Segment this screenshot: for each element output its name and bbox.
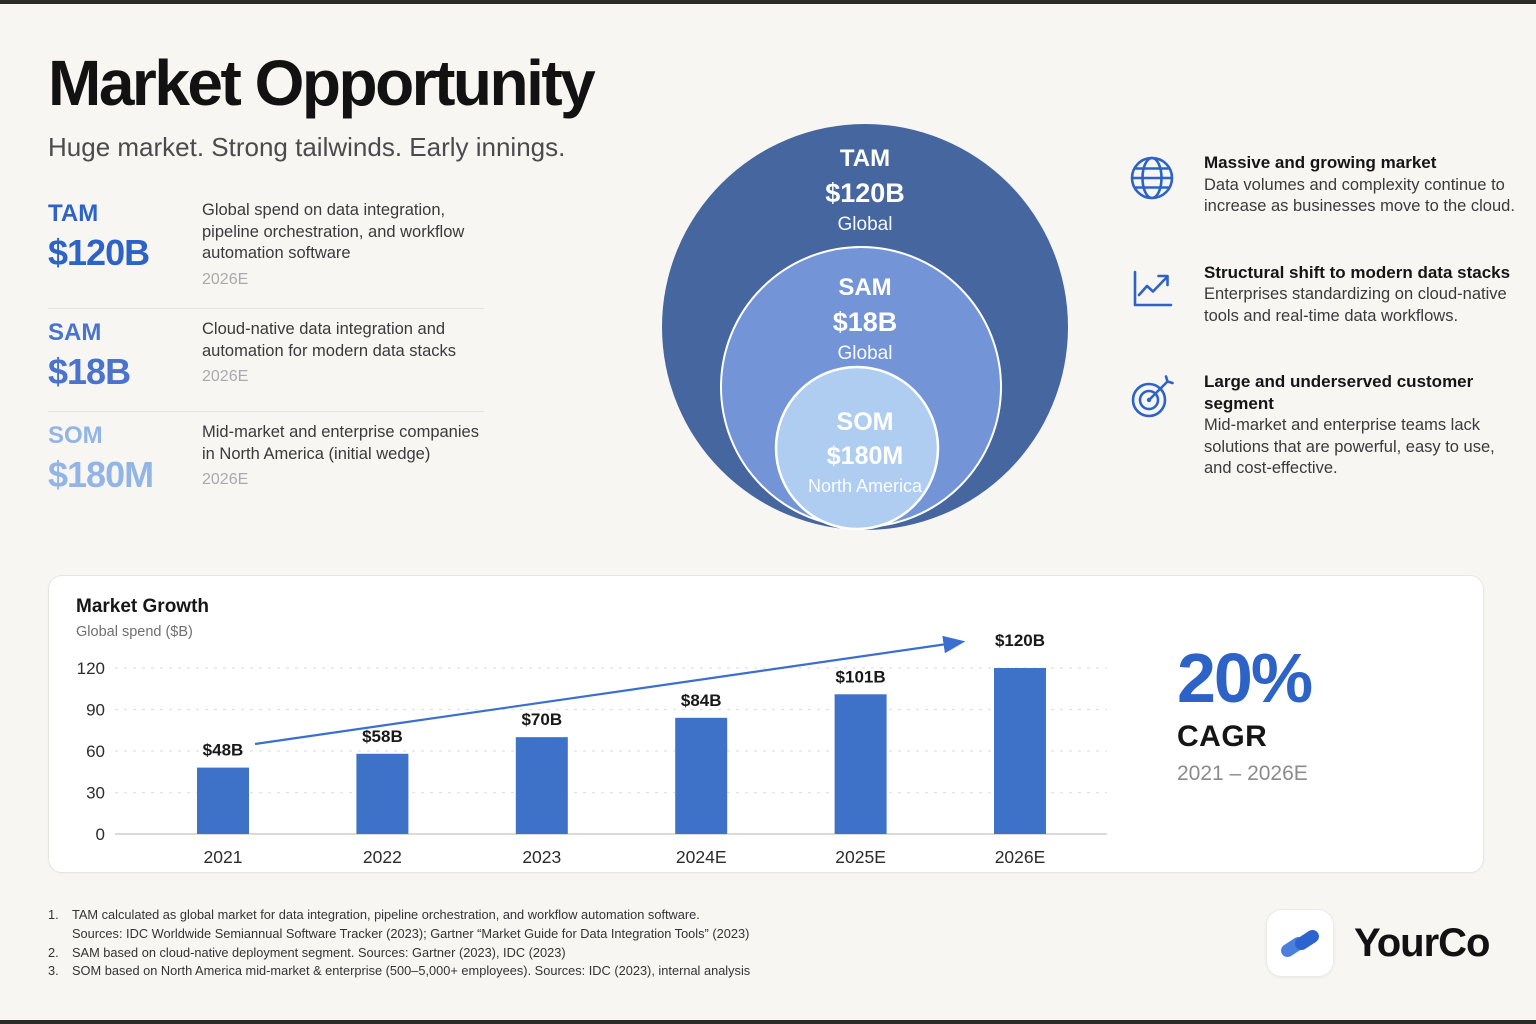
page-title: Market Opportunity: [48, 47, 596, 119]
svg-text:120: 120: [77, 659, 105, 678]
som-value: $180M: [48, 454, 154, 495]
globe-icon: [1128, 154, 1176, 202]
cagr-value: 20%: [1177, 639, 1313, 717]
target-icon: [1128, 373, 1176, 421]
som-circle-label: SOM $180M North America: [807, 408, 923, 496]
tam-description: Global spend on data integration, pipeli…: [202, 201, 465, 262]
cagr-label: CAGR: [1177, 720, 1268, 753]
som-description: Mid-market and enterprise companies in N…: [202, 423, 479, 463]
page-subtitle: Huge market. Strong tailwinds. Early inn…: [48, 132, 566, 162]
market-drivers-list: Massive and growing market Data volumes …: [1128, 152, 1524, 524]
svg-text:$48B: $48B: [203, 741, 244, 760]
driver-body: Data volumes and complexity continue to …: [1204, 175, 1515, 216]
metric-row-som: SOM $180M Mid-market and enterprise comp…: [48, 412, 484, 514]
footnote-2: 2. SAM based on cloud-native deployment …: [48, 944, 566, 960]
logo-mark: [1266, 909, 1334, 977]
cagr-callout: 20% CAGR 2021 – 2026E: [1177, 638, 1313, 786]
venn-circles: [662, 124, 1068, 531]
svg-text:2026E: 2026E: [995, 847, 1046, 867]
market-metrics-list: TAM $120B Global spend on data integrati…: [48, 190, 484, 514]
bottom-border-strip: [0, 1020, 1536, 1024]
svg-text:2025E: 2025E: [835, 847, 886, 867]
svg-text:0: 0: [96, 825, 105, 844]
line-chart-icon: [1128, 264, 1176, 312]
svg-text:60: 60: [86, 742, 105, 761]
cagr-period: 2021 – 2026E: [1177, 762, 1308, 785]
market-growth-chart: 0 30 60 90 120 $48B 2021 $58B 2022 $70B 2023 $84B 20…: [77, 631, 1107, 867]
sam-circle-label: SAM $18B Global: [832, 274, 898, 364]
metric-row-tam: TAM $120B Global spend on data integrati…: [48, 190, 484, 309]
sam-year: 2026E: [202, 368, 249, 385]
logo-name: YourCo: [1354, 920, 1490, 965]
svg-text:30: 30: [86, 784, 105, 803]
tam-sam-som-venn-diagram: TAM $120B Global SAM $18B Global SOM $18…: [655, 112, 1075, 538]
driver-underserved-segment: Large and underserved customer segment M…: [1128, 371, 1524, 480]
driver-title: Structural shift to modern data stacks: [1204, 262, 1511, 282]
logo-n-icon: [1281, 929, 1319, 958]
svg-text:2023: 2023: [522, 847, 561, 867]
sam-value: $18B: [48, 351, 131, 392]
metric-row-sam: SAM $18B Cloud-native data integration a…: [48, 309, 484, 412]
footnote-3: 3. SOM based on North America mid-market…: [48, 963, 751, 979]
footnotes: 1. TAM calculated as global market for d…: [48, 906, 828, 981]
driver-structural-shift: Structural shift to modern data stacks E…: [1128, 262, 1524, 328]
driver-title: Massive and growing market: [1204, 153, 1437, 172]
som-circle: [774, 365, 940, 531]
footnote-1: 1. TAM calculated as global market for d…: [48, 907, 750, 941]
sam-description: Cloud-native data integration and automa…: [202, 320, 457, 360]
sam-label: SAM: [48, 319, 102, 346]
chart-subtitle: Global spend ($B): [76, 624, 193, 640]
tam-year: 2026E: [202, 270, 249, 288]
svg-text:90: 90: [86, 701, 105, 720]
top-border-strip: [0, 0, 1536, 4]
svg-text:$84B: $84B: [681, 691, 722, 710]
svg-text:2022: 2022: [363, 847, 402, 867]
svg-text:$58B: $58B: [362, 727, 403, 746]
tam-value: $120B: [48, 232, 150, 273]
driver-massive-market: Massive and growing market Data volumes …: [1128, 152, 1524, 218]
driver-body: Mid-market and enterprise teams lack sol…: [1204, 416, 1495, 477]
market-growth-card: Market Growth Global spend ($B) 0 30 60 90 1…: [48, 575, 1484, 873]
driver-body: Enterprises standardizing on cloud-nativ…: [1204, 285, 1507, 325]
svg-text:$101B: $101B: [836, 667, 886, 686]
company-logo: YourCo: [1266, 909, 1490, 977]
chart-title: Market Growth: [76, 596, 210, 617]
driver-title: Large and underserved customer segment: [1204, 372, 1474, 413]
svg-text:2024E: 2024E: [676, 847, 727, 867]
svg-text:$120B: $120B: [995, 631, 1045, 650]
som-year: 2026E: [202, 471, 249, 488]
tam-label: TAM: [48, 200, 99, 227]
tam-circle-label: TAM $120B Global: [825, 145, 905, 235]
som-label: SOM: [48, 422, 103, 449]
svg-text:2021: 2021: [204, 847, 243, 867]
svg-text:$70B: $70B: [521, 710, 562, 729]
